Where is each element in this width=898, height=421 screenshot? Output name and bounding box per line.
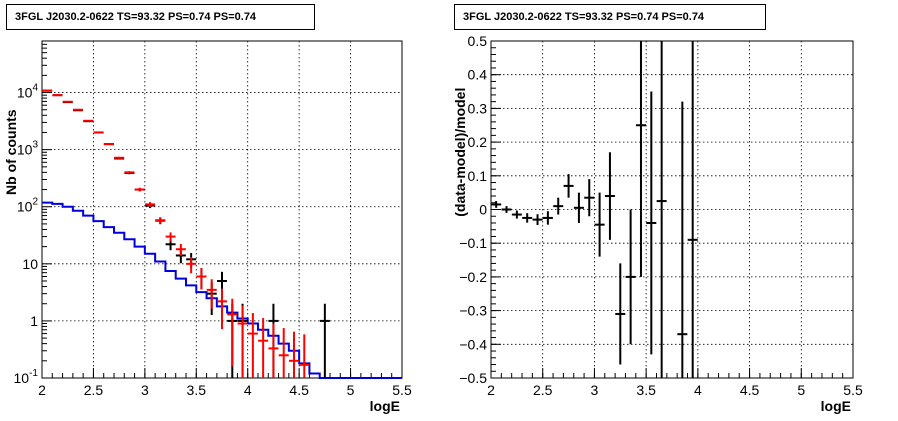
x-tick-label: 2 [487,382,495,398]
model-point [124,171,135,174]
model-point [62,100,73,103]
model-point [103,143,114,146]
x-axis-label: logE [370,398,400,414]
y-tick-label: 0.1 [468,168,488,184]
left-chart-title: 3FGL J2030.2-0622 TS=93.32 PS=0.74 PS=0.… [6,4,315,30]
residuals-panel: 2 2.5 3 3.5 4 4.5 5 5.5 −0.5 −0.4 −0.3 −0.2 −0.1 0 0.1… [452,33,863,414]
model-point [83,119,94,122]
residual-point [677,101,688,378]
model-point [93,131,104,134]
right-chart-title: 3FGL J2030.2-0622 TS=93.32 PS=0.74 PS=0.… [454,4,766,30]
residual-point [491,201,502,208]
y-tick-label: −0.3 [459,303,487,319]
x-tick-label: 4.5 [289,382,309,398]
x-tick-label: 4.5 [740,382,760,398]
residual-point [532,214,543,226]
model-point [175,244,186,256]
residual-point [635,41,646,277]
y-axis-label: Nb of counts [3,109,19,195]
x-tick-label: 3 [591,382,599,398]
residual-point [646,91,657,355]
x-tick-label: 5.5 [392,382,412,398]
residual-point [573,192,584,223]
residual-point [584,179,595,217]
x-tick-label: 5 [797,382,805,398]
x-tick-label: 3 [141,382,149,398]
x-tick-label: 5.5 [843,382,863,398]
model-point [289,331,299,378]
x-tick-label: 2.5 [84,382,104,398]
model-point [299,334,310,378]
y-tick-label: 0.4 [468,67,488,83]
y-tick-label: −0.5 [459,370,487,386]
residual-point [542,211,553,225]
residual-point [604,152,615,240]
plot-frame [41,40,403,379]
model-point [145,202,155,207]
y-tick-label: 0.3 [468,100,488,116]
model-point [114,156,125,159]
model-point [165,232,176,242]
model-point [206,279,217,309]
y-tick-label: −0.2 [459,269,487,285]
model-point [247,313,258,378]
x-tick-label: 3.5 [636,382,656,398]
model-point [237,305,248,378]
x-tick-label: 3.5 [187,382,207,398]
model-point [155,217,166,224]
residual-point [563,174,574,198]
model-point [278,328,289,378]
model-step-line [42,201,402,379]
data-point [319,303,330,378]
model-point [186,257,197,274]
model-point [52,94,63,97]
plot-frame [490,40,854,379]
model-point [258,318,269,378]
y-tick-label: −0.1 [459,235,487,251]
y-tick-label: −0.4 [459,336,487,352]
residual-point [625,209,636,345]
model-point [268,323,279,378]
y-tick-label: 10 [22,256,38,272]
model-point [227,298,238,367]
counts-panel: 2 2.5 3 3.5 4 4.5 5 5.5 10-1 1 10 102 103 104 logE Nb o… [3,40,412,414]
residual-point [553,197,564,215]
y-tick-label: 0.2 [468,134,488,150]
residual-point [522,213,533,223]
y-tick-label: 10-1 [14,368,39,386]
x-axis-label: logE [821,398,851,414]
y-tick-label: 1 [30,313,38,329]
x-tick-label: 2.5 [533,382,553,398]
y-tick-label: 0 [479,202,487,218]
model-point [134,187,145,192]
residual-point [501,206,512,213]
y-axis-label: (data-model)/model [452,88,468,217]
residual-point [656,41,667,378]
x-tick-label: 4 [694,382,702,398]
residual-point [511,210,522,219]
y-tick-label: 102 [17,197,39,215]
residual-point [615,263,626,365]
x-tick-label: 4 [244,382,252,398]
x-tick-label: 2 [38,382,46,398]
model-point [217,288,227,330]
y-tick-label: 0.5 [468,33,488,49]
x-tick-label: 5 [347,382,355,398]
y-tick-label: 104 [17,83,39,101]
model-point [73,108,83,111]
residual-point [687,41,698,378]
residual-point [594,192,605,257]
model-point [196,267,207,290]
y-tick-label: 103 [17,140,39,158]
